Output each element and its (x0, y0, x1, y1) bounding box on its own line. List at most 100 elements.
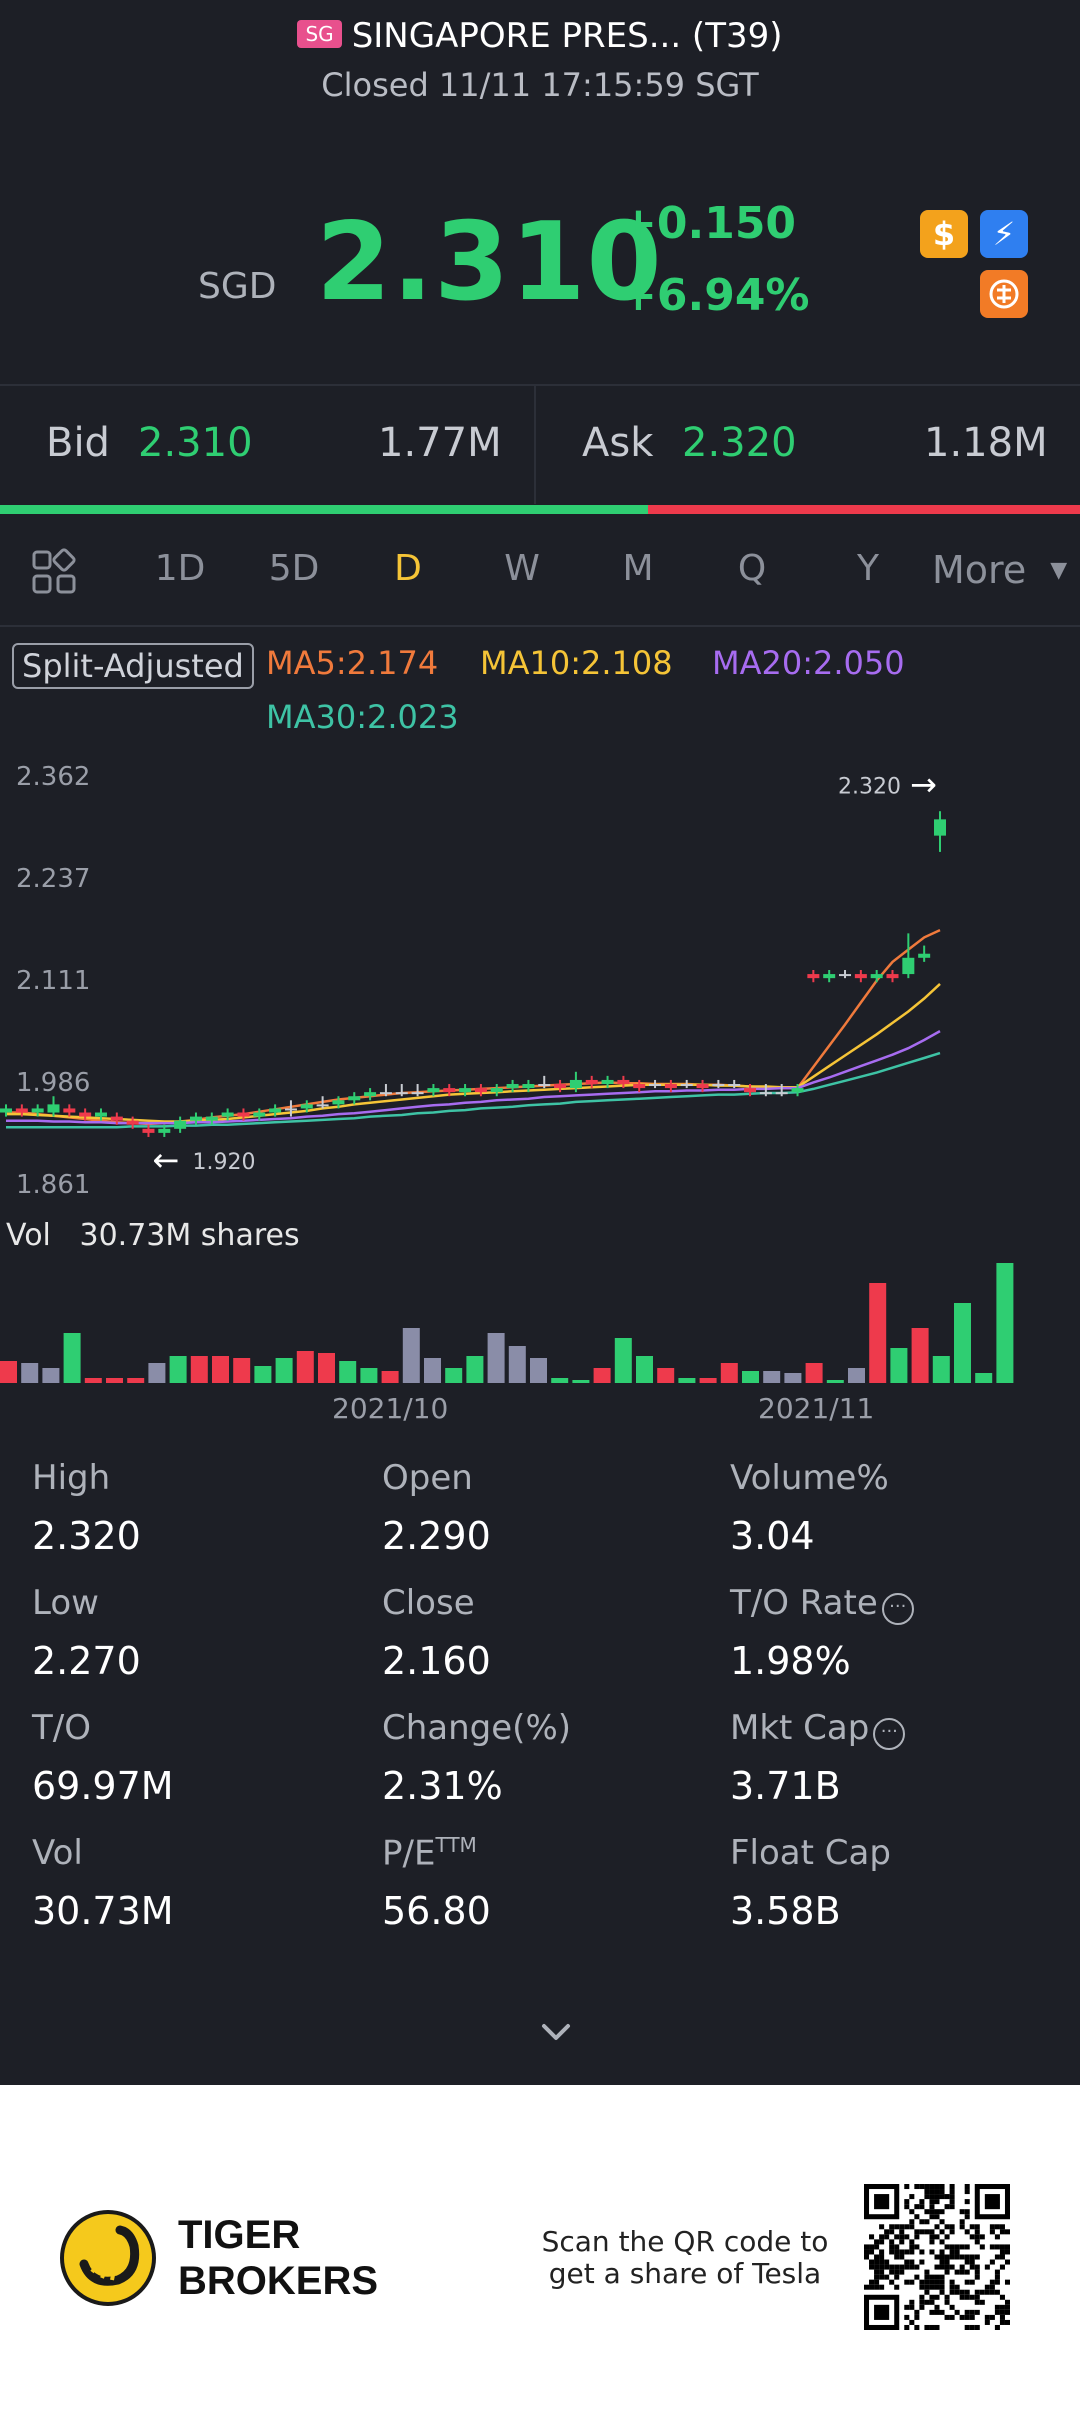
qr-module (949, 2284, 955, 2290)
volume-bar (932, 1356, 950, 1383)
stat-label-mkt-cap: Mkt Cap ··· (730, 1708, 906, 1750)
volume-bar (466, 1356, 484, 1383)
volume-bar (21, 1363, 39, 1383)
qr-module (994, 2269, 1000, 2275)
ma20-line (6, 1030, 941, 1125)
candle (585, 1075, 598, 1089)
expand-chevron-icon[interactable] (536, 2012, 576, 2052)
candle (918, 945, 931, 962)
tab-m[interactable]: M (622, 548, 654, 589)
qr-module (914, 2274, 920, 2280)
qr-module (969, 2259, 975, 2265)
tab-1d[interactable]: 1D (154, 548, 206, 589)
volume-bar (593, 1368, 611, 1383)
candle (459, 1084, 472, 1097)
qr-module (964, 2209, 970, 2215)
candle (902, 933, 915, 979)
dollar-icon[interactable]: $ (920, 210, 968, 258)
caret-down-icon: ▼ (1050, 558, 1068, 583)
qr-module (994, 2274, 1000, 2280)
volume-bar (381, 1371, 399, 1383)
qr-module (954, 2289, 960, 2295)
volume-bar (911, 1328, 929, 1383)
more-label: More (932, 548, 1027, 592)
tab-5d[interactable]: 5D (268, 548, 320, 589)
qr-module (909, 2244, 915, 2250)
qr-module (949, 2199, 955, 2205)
candle (332, 1096, 345, 1109)
qr-module (869, 2244, 875, 2250)
stat-value-p-e: 56.80 (382, 1889, 491, 1933)
flash-trade-icon[interactable]: ⚡ (980, 210, 1028, 258)
qr-module (949, 2194, 955, 2200)
qr-module (884, 2229, 890, 2235)
volume-bar (996, 1263, 1014, 1383)
qr-module (984, 2289, 990, 2295)
more-periods-dropdown[interactable]: More ▼ (932, 548, 1067, 592)
margin-icon[interactable] (980, 270, 1028, 318)
candle (617, 1075, 630, 1089)
qr-module (914, 2229, 920, 2235)
ma20-value: MA20:2.050 (712, 644, 905, 682)
qr-module (879, 2249, 885, 2255)
candlestick-chart[interactable]: 2.320 → ← 1.920 (0, 740, 1080, 1210)
qr-module (924, 2279, 930, 2285)
qr-module (934, 2254, 940, 2260)
bid-price[interactable]: 2.310 (138, 420, 253, 466)
qr-module (974, 2324, 980, 2330)
last-price: 2.310 (316, 200, 663, 325)
ma10-line (6, 982, 941, 1123)
qr-module (944, 2294, 950, 2300)
stat-value-t-o: 69.97M (32, 1764, 174, 1808)
qr-module (1004, 2229, 1010, 2235)
stat-value-float-cap: 3.58B (730, 1889, 841, 1933)
candle (142, 1124, 155, 1137)
tab-y[interactable]: Y (857, 548, 879, 589)
tab-w[interactable]: W (504, 548, 540, 589)
qr-module (879, 2264, 885, 2270)
qr-module (969, 2324, 975, 2330)
tab-d[interactable]: D (394, 548, 422, 589)
ask-price[interactable]: 2.320 (682, 420, 797, 466)
info-icon[interactable]: ··· (881, 1593, 914, 1625)
qr-module (939, 2279, 945, 2285)
split-adjusted-toggle[interactable]: Split-Adjusted (12, 643, 254, 689)
candle (300, 1100, 313, 1113)
qr-module (919, 2259, 925, 2265)
stat-value-low: 2.270 (32, 1639, 141, 1683)
tab-q[interactable]: Q (737, 548, 767, 589)
ask-strength-bar (648, 505, 1080, 514)
qr-module (944, 2224, 950, 2230)
qr-module (909, 2239, 915, 2245)
info-icon[interactable]: ··· (873, 1718, 906, 1750)
candle (680, 1079, 693, 1089)
qr-module (969, 2294, 975, 2300)
qr-module (954, 2244, 960, 2250)
qr-module (999, 2229, 1005, 2235)
volume-bar (254, 1366, 272, 1383)
stat-label-high: High (32, 1458, 110, 1498)
candle (664, 1079, 677, 1093)
chart-layout-icon[interactable] (30, 548, 78, 596)
brand-line-2: BROKERS (178, 2259, 379, 2303)
volume-bar (890, 1348, 908, 1383)
qr-module (934, 2324, 940, 2330)
volume-bar (63, 1333, 81, 1383)
qr-module (964, 2214, 970, 2220)
qr-module (989, 2244, 995, 2250)
y-tick-2: 2.237 (16, 864, 91, 894)
qr-module (934, 2284, 940, 2290)
volume-chart[interactable] (0, 1250, 1080, 1385)
qr-module (899, 2249, 905, 2255)
qr-module (939, 2274, 945, 2280)
qr-module (864, 2249, 870, 2255)
qr-module (949, 2229, 955, 2235)
qr-module (929, 2199, 935, 2205)
qr-code[interactable] (864, 2184, 1010, 2330)
qr-module (929, 2274, 935, 2280)
qr-module (964, 2259, 970, 2265)
candle (31, 1104, 44, 1117)
volume-bar (805, 1363, 823, 1383)
volume-bar (720, 1363, 738, 1383)
qr-module (919, 2294, 925, 2300)
